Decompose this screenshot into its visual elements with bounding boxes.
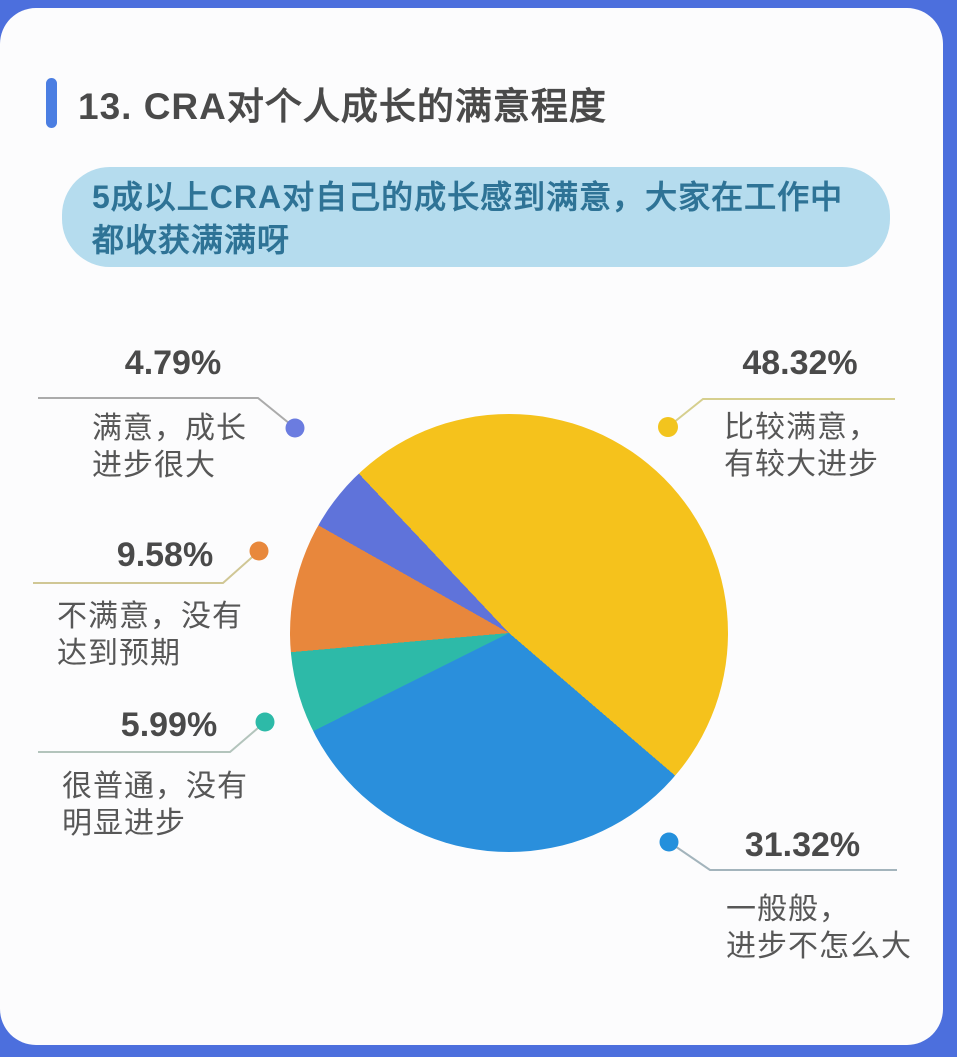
label-line-2: 明显进步: [62, 807, 186, 840]
pie-callout-pct-unsatisfied: 9.58%: [116, 536, 214, 574]
pie-callout-pct-average: 31.32%: [744, 826, 861, 864]
summary-callout-text: 5成以上CRA对自己的成长感到满意，大家在工作中都收获满满呀: [92, 179, 844, 258]
title-accent-bar: [46, 78, 57, 128]
label-line-2: 达到预期: [57, 637, 181, 670]
pie-callout-label-fairly-satisfied: 比较满意， 有较大进步: [724, 409, 879, 483]
pie-chart: [290, 414, 728, 852]
label-line-1: 不满意，没有: [57, 600, 243, 633]
label-line-1: 一般般，: [726, 893, 850, 926]
label-line-2: 进步很大: [92, 449, 216, 482]
label-line-1: 比较满意，: [724, 411, 879, 444]
label-line-2: 进步不怎么大: [726, 930, 912, 963]
pie-callout-pct-fairly-satisfied: 48.32%: [742, 344, 858, 382]
summary-callout: 5成以上CRA对自己的成长感到满意，大家在工作中都收获满满呀: [62, 167, 890, 267]
label-line-1: 满意，成长: [92, 412, 247, 445]
pie-callout-pct-ordinary: 5.99%: [120, 706, 218, 744]
pie-callout-label-ordinary: 很普通，没有 明显进步: [62, 768, 248, 842]
label-line-1: 很普通，没有: [62, 770, 248, 803]
label-line-2: 有较大进步: [724, 448, 879, 481]
pie-callout-label-average: 一般般， 进步不怎么大: [726, 891, 912, 965]
pie-callout-label-very-satisfied: 满意，成长 进步很大: [92, 410, 247, 484]
pie-callout-label-unsatisfied: 不满意，没有 达到预期: [57, 598, 243, 672]
pie-callout-pct-very-satisfied: 4.79%: [124, 344, 222, 382]
section-title: 13. CRA对个人成长的满意程度: [78, 86, 607, 127]
